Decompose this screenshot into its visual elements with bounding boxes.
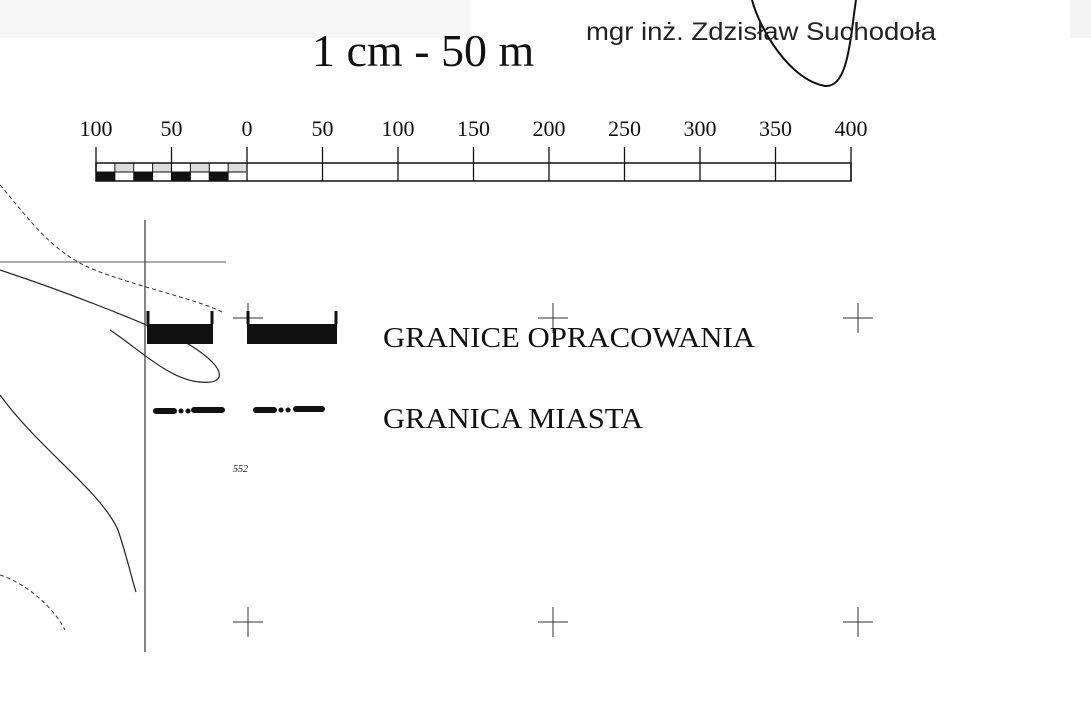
background-panel	[0, 0, 470, 38]
scale-cell	[209, 172, 229, 181]
legend-symbol-city-boundary	[153, 406, 325, 414]
scale-label: 50	[161, 116, 183, 141]
symbol-dashes	[153, 406, 325, 414]
contour-label: 552	[233, 464, 248, 475]
scale-label: 100	[382, 116, 415, 141]
scale-label: 300	[684, 116, 717, 141]
legend-label: GRANICE OPRACOWANIA	[383, 323, 756, 354]
contour-line	[751, 0, 857, 88]
scale-label: 350	[759, 116, 792, 141]
contour-line	[0, 269, 220, 383]
scale-cell	[171, 172, 191, 181]
cross	[538, 303, 568, 333]
scale-cell	[114, 163, 134, 172]
scale-ratio: 1 cm - 50 m	[312, 25, 535, 76]
cross	[843, 607, 873, 637]
contour-line	[0, 574, 66, 631]
symbol-ends	[146, 311, 214, 324]
symbol-bar	[247, 324, 337, 344]
scale-cell	[190, 163, 210, 172]
legend-symbol-study-boundary	[146, 311, 338, 344]
symbol-dots	[178, 407, 291, 414]
symbol-bar	[147, 324, 213, 344]
scale-label: 50	[312, 116, 334, 141]
cross	[538, 607, 568, 637]
scale-cell	[228, 163, 247, 172]
scale-cell	[96, 172, 115, 181]
scale-label: 100	[80, 116, 113, 141]
scale-label: 0	[242, 116, 253, 141]
contour-line	[0, 184, 223, 313]
cross	[233, 607, 263, 637]
legend-label: GRANICA MIASTA	[383, 404, 644, 435]
scale-label: 250	[608, 116, 641, 141]
scale-label: 150	[457, 116, 490, 141]
scale-label: 400	[835, 116, 868, 141]
author: mgr inż. Zdzisław Suchodoła	[586, 18, 936, 46]
symbol-ends	[246, 311, 338, 324]
scale-bar: 100 50 0 50 100 150 200 250 300 350 400	[80, 116, 868, 182]
background-panel	[1070, 0, 1091, 38]
contour-line	[0, 394, 137, 593]
scale-cell	[152, 163, 172, 172]
scale-label: 200	[533, 116, 566, 141]
scale-cell	[133, 172, 153, 181]
cross	[843, 303, 873, 333]
